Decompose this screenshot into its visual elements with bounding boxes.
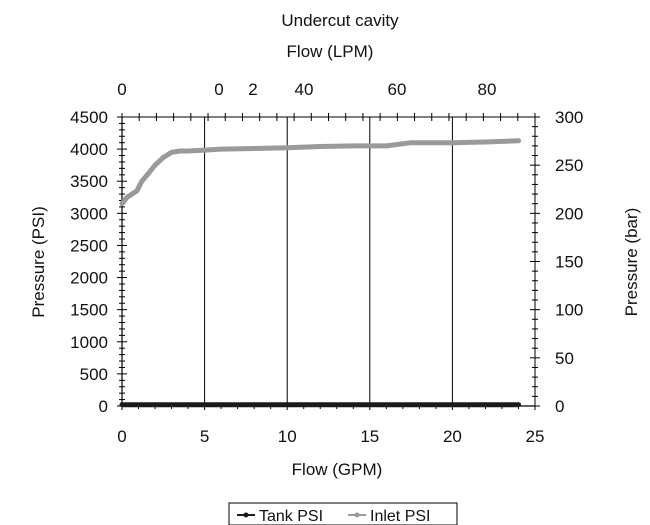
- y-tick-label: 4000: [70, 140, 108, 159]
- data-point-inlet-psi: [152, 162, 158, 168]
- x-tick-label: 10: [278, 427, 297, 446]
- y-tick-label: 0: [99, 397, 108, 416]
- data-point-tank-psi: [516, 402, 521, 408]
- data-point-tank-psi: [483, 402, 488, 408]
- x-tick-label: 15: [360, 427, 379, 446]
- data-point-tank-psi: [152, 402, 158, 408]
- top-axis-label: 0: [214, 80, 223, 99]
- y2-tick-label: 250: [555, 156, 583, 175]
- data-point-inlet-psi: [218, 146, 224, 152]
- y-tick-label: 2000: [70, 269, 108, 288]
- data-point-inlet-psi: [383, 143, 389, 149]
- data-point-inlet-psi: [119, 201, 125, 207]
- legend-marker-inlet: [354, 512, 360, 518]
- x-axis-title: Flow (GPM): [292, 460, 383, 479]
- series-line-inlet-psi: [119, 138, 521, 207]
- data-point-inlet-psi: [160, 155, 166, 160]
- top-axis-label: 60: [388, 80, 407, 99]
- top-axis-label: 0: [117, 80, 126, 99]
- data-point-inlet-psi: [134, 188, 140, 194]
- data-point-inlet-psi: [483, 139, 488, 145]
- x-tick-label: 5: [200, 427, 209, 446]
- y-tick-label: 4500: [70, 108, 108, 127]
- data-point-inlet-psi: [177, 148, 183, 154]
- data-point-tank-psi: [284, 402, 290, 408]
- x-tick-label: 0: [117, 427, 126, 446]
- data-point-tank-psi: [185, 402, 191, 408]
- y-tick-label: 1500: [70, 301, 108, 320]
- legend: Tank PSI Inlet PSI: [228, 502, 458, 525]
- data-point-inlet-psi: [202, 147, 208, 153]
- y-tick-label: 2500: [70, 236, 108, 255]
- data-point-inlet-psi: [169, 149, 174, 155]
- legend-label-tank: Tank PSI: [259, 508, 323, 525]
- top-axis-label: 80: [478, 80, 497, 99]
- y2-axis-title: Pressure (bar): [622, 208, 641, 317]
- x-tick-label: 25: [526, 427, 545, 446]
- data-point-inlet-psi: [185, 148, 191, 154]
- data-point-inlet-psi: [284, 145, 290, 151]
- grid-lines: [204, 117, 453, 406]
- data-point-inlet-psi: [139, 178, 145, 184]
- tick-labels: 0 5 10 15 20 25050010001500200025003000350040…: [70, 80, 583, 446]
- data-point-inlet-psi: [350, 143, 356, 149]
- data-point-tank-psi: [450, 402, 455, 408]
- data-point-inlet-psi: [129, 191, 135, 197]
- y2-tick-label: 200: [555, 204, 583, 223]
- y-tick-label: 500: [80, 365, 108, 384]
- data-point-tank-psi: [416, 402, 422, 408]
- top-axis-label: 40: [295, 80, 314, 99]
- legend-box: [228, 502, 458, 525]
- y-tick-label: 3500: [70, 172, 108, 191]
- legend-marker-tank: [243, 512, 249, 518]
- data-point-tank-psi: [251, 402, 257, 408]
- data-point-inlet-psi: [516, 138, 521, 144]
- x-tick-label: 20: [443, 427, 462, 446]
- data-point-tank-psi: [119, 402, 125, 408]
- y2-tick-label: 100: [555, 301, 583, 320]
- chart-title: Undercut cavity: [281, 11, 399, 30]
- y-tick-label: 3000: [70, 204, 108, 223]
- y2-tick-label: 150: [555, 253, 583, 272]
- data-point-inlet-psi: [124, 194, 130, 200]
- data-point-tank-psi: [350, 402, 356, 408]
- y2-tick-label: 300: [555, 108, 583, 127]
- data-point-inlet-psi: [146, 171, 151, 176]
- data-point-tank-psi: [317, 402, 323, 408]
- y-axis-title: Pressure (PSI): [29, 206, 48, 317]
- top-axis-title: Flow (LPM): [287, 42, 374, 61]
- y-tick-label: 1000: [70, 333, 108, 352]
- top-axis-label: 2: [248, 80, 257, 99]
- data-point-inlet-psi: [251, 146, 257, 151]
- y2-tick-label: 50: [555, 349, 574, 368]
- data-point-inlet-psi: [408, 140, 414, 146]
- series-lines: [119, 138, 521, 408]
- data-point-inlet-psi: [317, 144, 323, 149]
- legend-label-inlet: Inlet PSI: [370, 508, 430, 525]
- data-point-tank-psi: [383, 402, 389, 408]
- data-point-tank-psi: [218, 402, 224, 408]
- y2-tick-label: 0: [555, 397, 564, 416]
- data-point-inlet-psi: [450, 140, 455, 146]
